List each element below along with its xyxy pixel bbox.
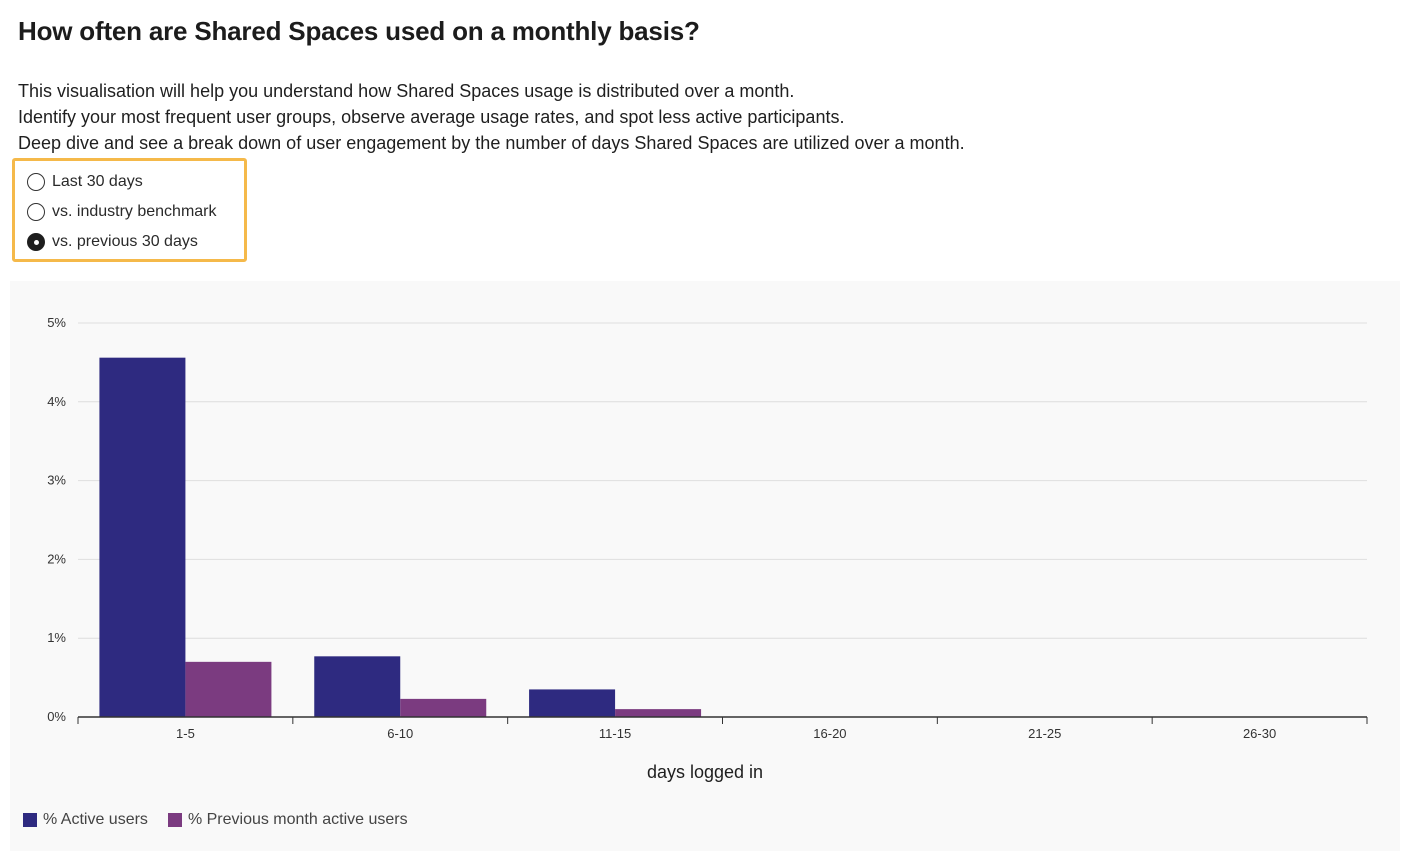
- bar-previous-month-6-10[interactable]: [400, 698, 487, 717]
- y-tick-label: 5%: [47, 315, 66, 330]
- radio-previous-30-days[interactable]: vs. previous 30 days: [27, 230, 198, 254]
- x-axis-title: days logged in: [647, 762, 763, 782]
- radio-label: Last 30 days: [52, 173, 143, 190]
- x-tick-label: 1-5: [176, 726, 195, 741]
- x-tick-label: 26-30: [1243, 726, 1276, 741]
- bar-previous-month-1-5[interactable]: [185, 661, 272, 717]
- bar-active-users-6-10[interactable]: [314, 656, 401, 717]
- chart-panel: 0% 1% 2% 3% 4% 5% 1-5 6-10 11-15 16-20 21-25 26-30…: [10, 281, 1400, 851]
- x-tick-label: 21-25: [1028, 726, 1061, 741]
- y-tick-label: 4%: [47, 394, 66, 409]
- legend-swatch: [167, 813, 182, 827]
- radio-last-30-days[interactable]: Last 30 days: [27, 170, 143, 194]
- y-tick-label: 0%: [47, 709, 66, 724]
- description-line: Identify your most frequent user groups,…: [18, 107, 845, 127]
- x-tick-label: 11-15: [599, 726, 631, 741]
- chart-description: This visualisation will help you underst…: [18, 78, 965, 156]
- description-line: Deep dive and see a break down of user e…: [18, 133, 965, 153]
- legend-item-previous-month-active-users[interactable]: % Previous month active users: [167, 811, 408, 829]
- radio-button[interactable]: [27, 233, 45, 251]
- chart-legend: % Active users % Previous month active u…: [23, 811, 428, 829]
- y-tick-label: 2%: [47, 551, 66, 566]
- bar-previous-month-11-15[interactable]: [615, 709, 702, 717]
- x-tick-label: 6-10: [387, 726, 413, 741]
- grid-lines: [78, 322, 1367, 639]
- radio-label: vs. industry benchmark: [52, 203, 217, 220]
- y-tick-label: 1%: [47, 630, 66, 645]
- bar-chart: 0% 1% 2% 3% 4% 5% 1-5 6-10 11-15 16-20 21-25 26-30…: [47, 315, 1368, 782]
- x-tick-label: 16-20: [813, 726, 846, 741]
- page-title: How often are Shared Spaces used on a mo…: [18, 16, 700, 46]
- legend-item-active-users[interactable]: % Active users: [23, 811, 148, 829]
- bar-active-users-1-5[interactable]: [99, 357, 186, 717]
- y-axis-ticks: 0% 1% 2% 3% 4% 5%: [47, 315, 66, 724]
- legend-label: % Active users: [43, 811, 148, 828]
- x-axis-ticks: 1-5 6-10 11-15 16-20 21-25 26-30: [176, 726, 1276, 741]
- radio-industry-benchmark[interactable]: vs. industry benchmark: [27, 200, 217, 224]
- comparison-radio-group: Last 30 days vs. industry benchmark vs. …: [12, 158, 247, 262]
- description-line: This visualisation will help you underst…: [18, 81, 795, 101]
- bars: [99, 357, 702, 717]
- legend-label: % Previous month active users: [187, 811, 408, 828]
- legend-swatch: [23, 813, 37, 827]
- radio-button[interactable]: [27, 203, 45, 221]
- x-axis: [77, 716, 1368, 724]
- bar-active-users-11-15[interactable]: [529, 689, 616, 717]
- y-tick-label: 3%: [47, 473, 66, 488]
- radio-label: vs. previous 30 days: [52, 233, 198, 250]
- radio-button[interactable]: [27, 173, 45, 191]
